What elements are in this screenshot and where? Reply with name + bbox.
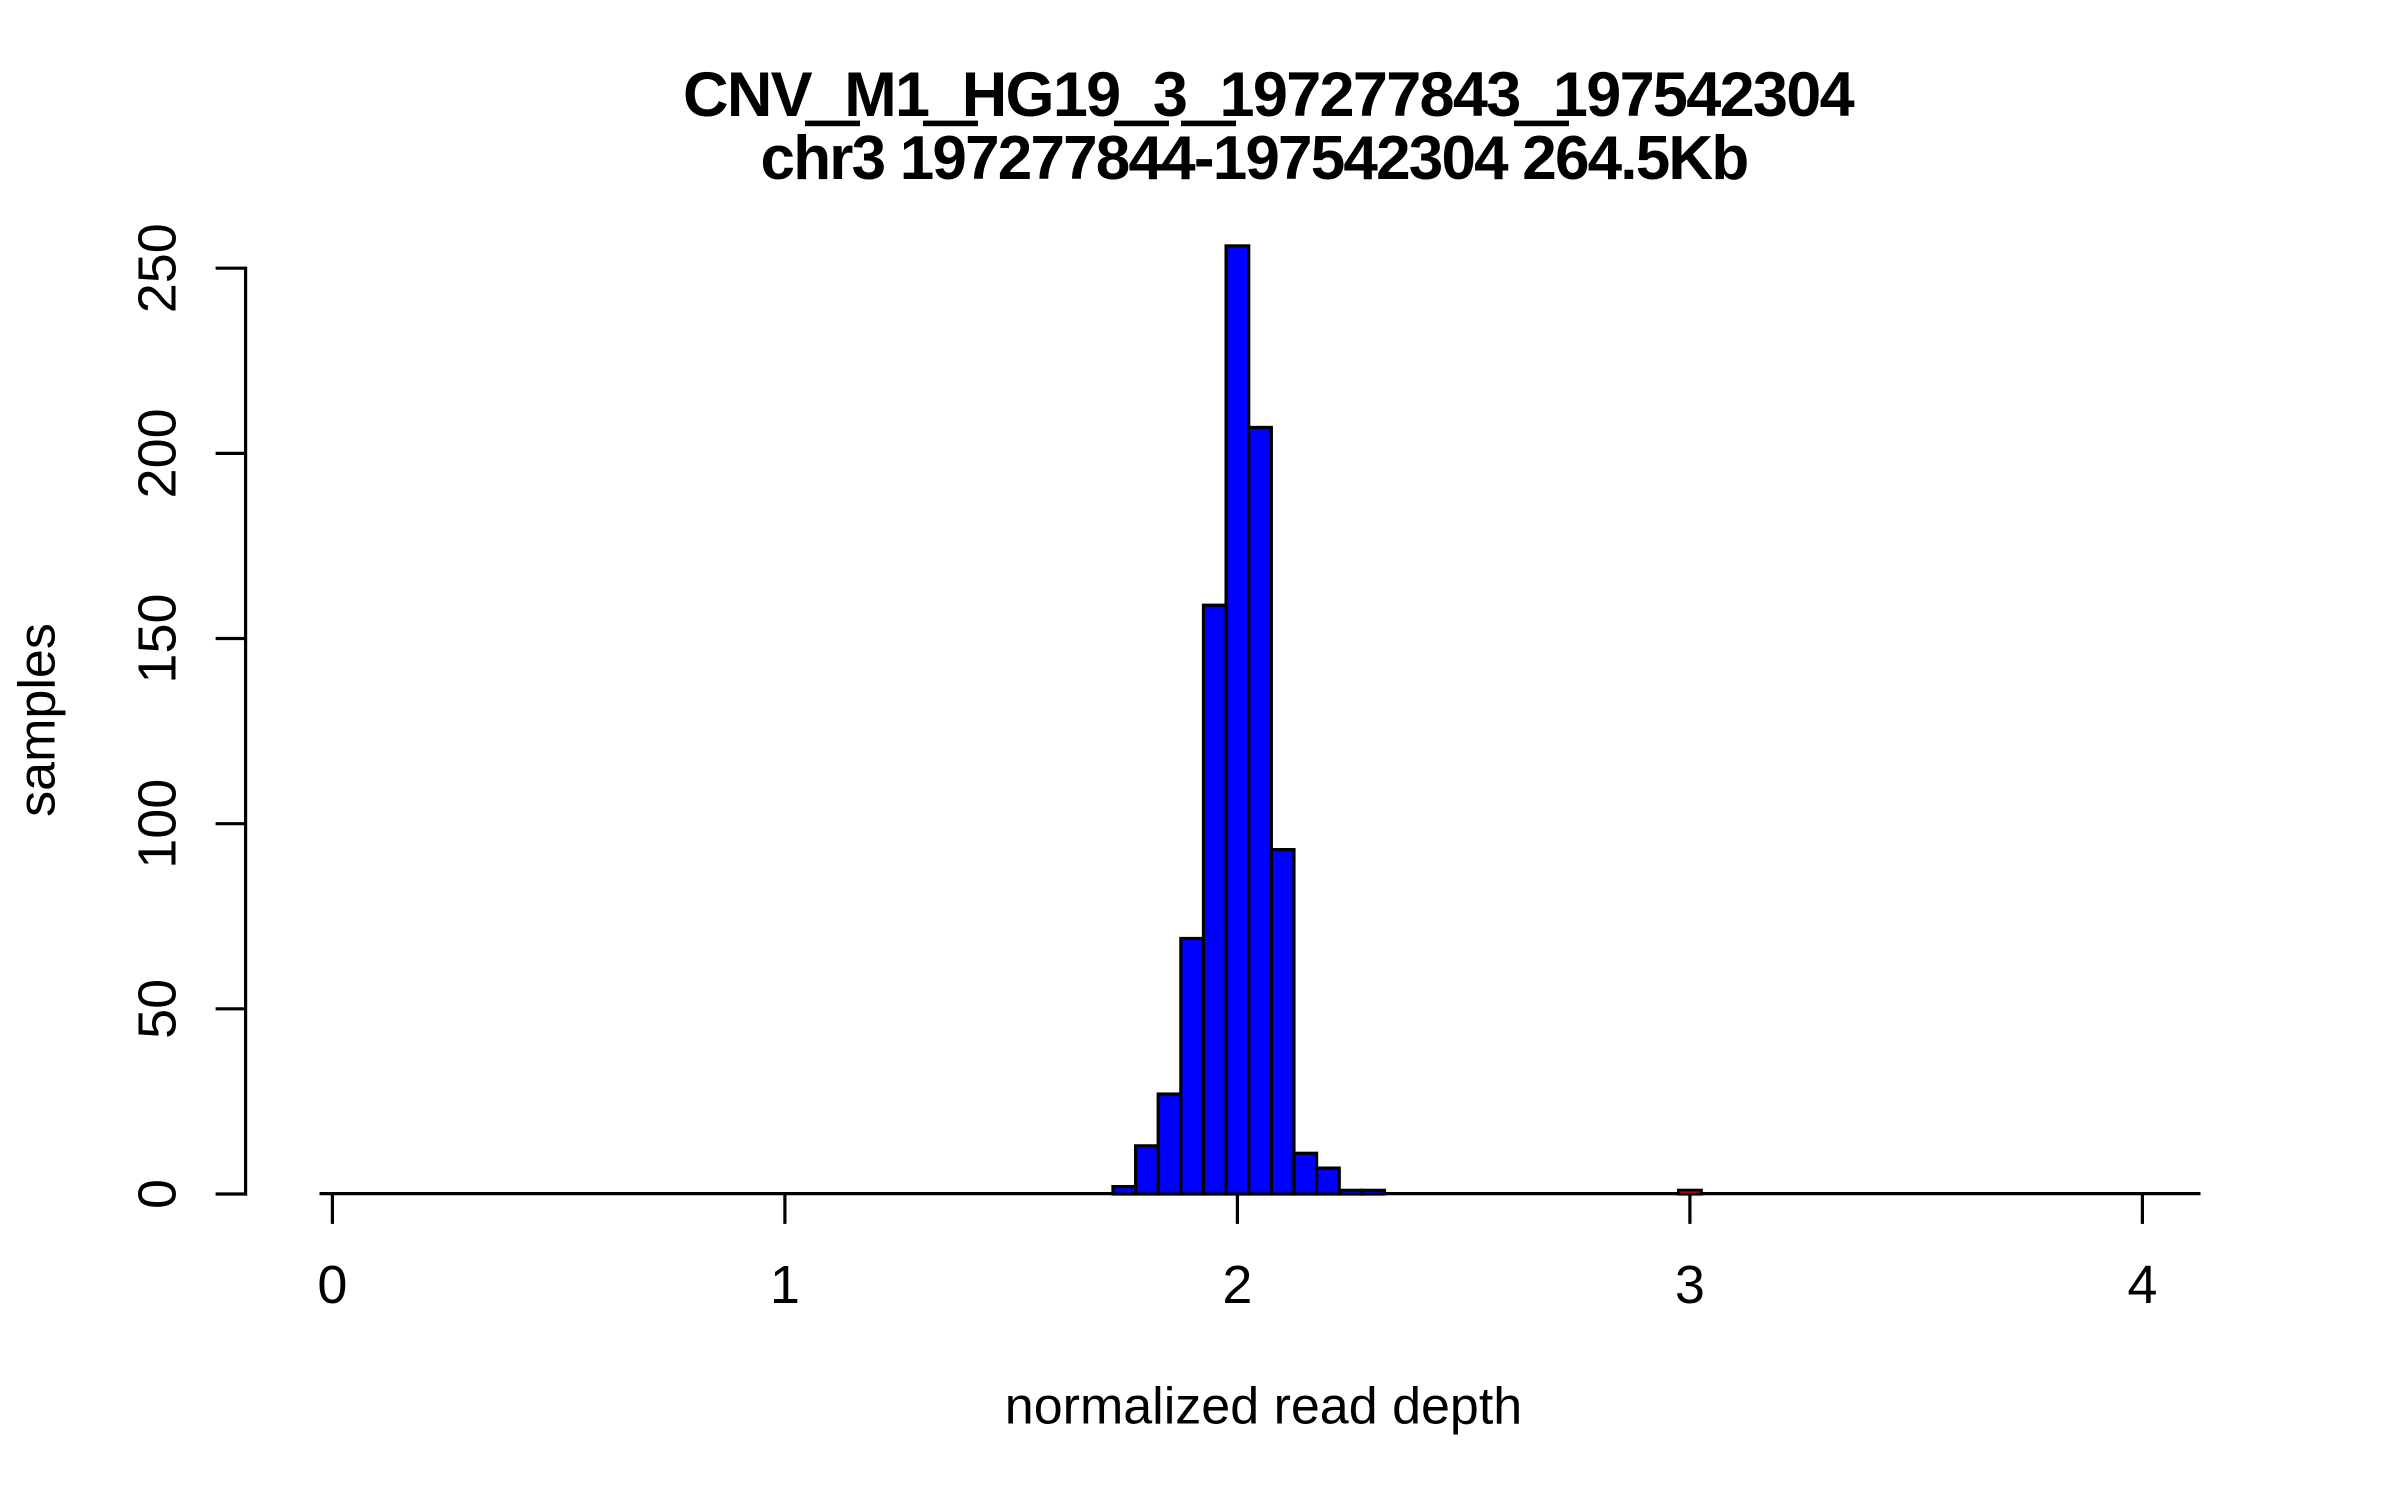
svg-text:250: 250 xyxy=(128,223,188,313)
svg-text:2: 2 xyxy=(1222,1255,1252,1315)
svg-text:4: 4 xyxy=(2127,1255,2157,1315)
svg-text:150: 150 xyxy=(128,593,188,683)
svg-text:200: 200 xyxy=(128,408,188,498)
svg-text:100: 100 xyxy=(128,779,188,869)
svg-text:normalized read depth: normalized read depth xyxy=(1005,1377,1522,1435)
svg-text:0: 0 xyxy=(128,1179,188,1209)
svg-text:1: 1 xyxy=(770,1255,800,1315)
svg-text:3: 3 xyxy=(1675,1255,1705,1315)
svg-text:50: 50 xyxy=(128,979,188,1039)
svg-text:CNV_M1_HG19_3_197277843_197542: CNV_M1_HG19_3_197277843_197542304 xyxy=(683,60,1855,130)
svg-text:chr3 197277844-197542304 264.5: chr3 197277844-197542304 264.5Kb xyxy=(761,124,1748,193)
svg-text:0: 0 xyxy=(317,1255,347,1315)
svg-text:samples: samples xyxy=(8,623,66,817)
